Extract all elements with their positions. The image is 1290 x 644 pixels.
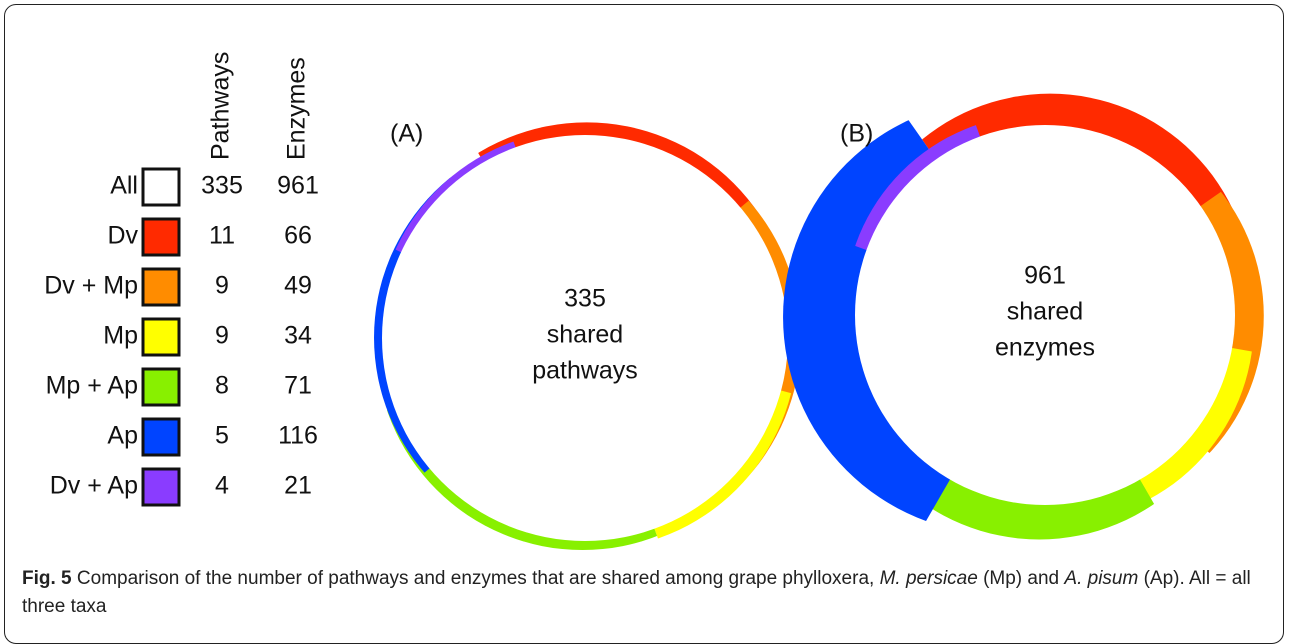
row-label: Mp: [103, 322, 138, 350]
pathways-count: 4: [215, 472, 229, 500]
row-label: Mp + Ap: [46, 372, 138, 400]
row-label: Dv + Mp: [44, 272, 138, 300]
page: Pathways Enzymes All 335 961 Dv 11 66 Dv + Mp 9 49…: [4, 4, 1284, 644]
panel-label: (A): [390, 120, 423, 148]
venn-panel: [783, 93, 1264, 540]
row-label: Dv: [107, 222, 138, 250]
swatch: [141, 217, 181, 257]
center-text: 961: [1024, 262, 1066, 290]
pathways-count: 335: [201, 172, 243, 200]
center-text: shared: [1007, 298, 1083, 326]
caption-label: Fig. 5: [22, 568, 72, 589]
row-label: Dv + Ap: [50, 472, 138, 500]
swatch: [141, 367, 181, 407]
swatch: [141, 267, 181, 307]
pathways-count: 5: [215, 422, 229, 450]
caption-species: M. persicae: [879, 568, 978, 589]
pathways-count: 11: [209, 222, 235, 250]
caption-text: (Ap). All = all three taxa: [22, 568, 1251, 617]
column-header: Enzymes: [283, 57, 311, 160]
center-text: shared: [547, 321, 623, 349]
center-text: enzymes: [995, 334, 1095, 362]
caption-species: A. pisum: [1064, 568, 1139, 589]
swatch: [141, 317, 181, 357]
venn-panel: [374, 122, 801, 551]
row-label: All: [110, 172, 138, 200]
shared-circle: [855, 125, 1235, 505]
column-header: Pathways: [207, 52, 235, 160]
caption: Fig. 5 Comparison of the number of pathw…: [22, 565, 1272, 621]
center-text: pathways: [532, 357, 638, 385]
enzymes-count: 66: [284, 222, 312, 250]
enzymes-count: 21: [284, 472, 312, 500]
enzymes-count: 961: [277, 172, 319, 200]
enzymes-count: 116: [278, 422, 318, 450]
enzymes-count: 71: [284, 372, 312, 400]
pathways-count: 8: [215, 372, 229, 400]
swatch: [141, 467, 181, 507]
enzymes-count: 34: [284, 322, 312, 350]
enzymes-count: 49: [284, 272, 312, 300]
swatch: [141, 167, 181, 207]
center-text: 335: [564, 285, 606, 313]
swatch: [141, 417, 181, 457]
pathways-count: 9: [215, 272, 229, 300]
caption-text: Comparison of the number of pathways and…: [71, 568, 880, 589]
row-label: Ap: [107, 422, 138, 450]
panel-label: (B): [840, 120, 873, 148]
pathways-count: 9: [215, 322, 229, 350]
caption-text: (Mp) and: [977, 568, 1065, 589]
shared-circle: [382, 135, 788, 541]
